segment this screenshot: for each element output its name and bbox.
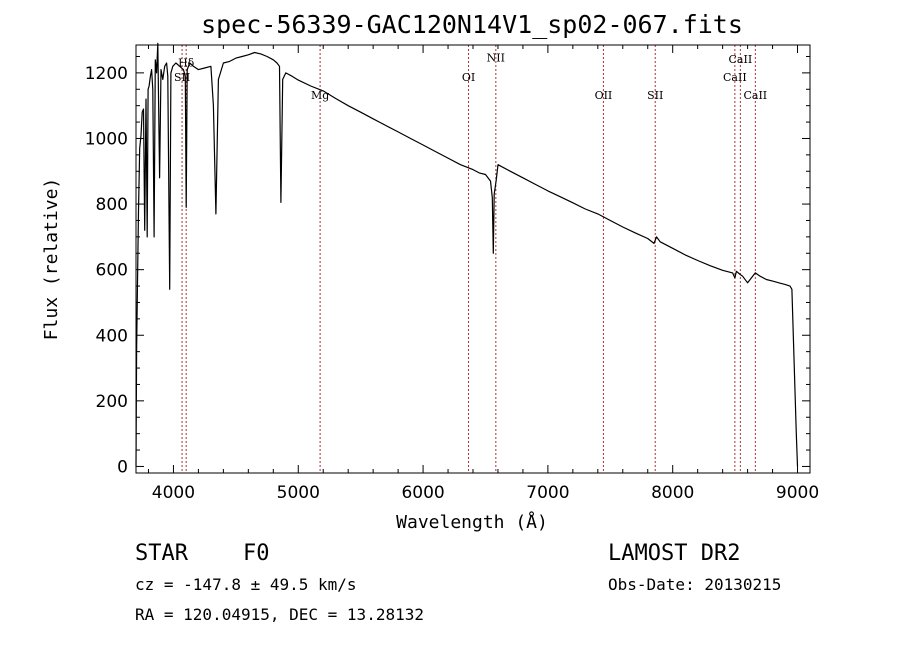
y-tick-label-5: 1000	[85, 129, 128, 149]
y-axis-label: Flux (relative)	[41, 178, 62, 341]
spectrum-line	[135, 42, 799, 467]
y-axis-ticks: 0 200 400 600 800 1000 1200	[85, 55, 810, 477]
x-axis-ticks: 4000 5000 6000 7000 8000 9000	[147, 45, 819, 503]
x-tick-label-1: 5000	[277, 483, 320, 503]
emission-line-markers	[181, 45, 756, 473]
plot-frame	[135, 44, 811, 474]
x-tick-label-0: 4000	[152, 483, 195, 503]
x-tick-label-4: 8000	[651, 483, 694, 503]
coordinates: RA = 120.04915, DEC = 13.28132	[135, 605, 424, 624]
redshift-info: cz = -147.8 ± 49.5 km/s	[135, 575, 357, 594]
y-tick-label-2: 400	[96, 326, 128, 346]
reference-line-label-5: OII	[595, 89, 613, 102]
x-tick-label-2: 6000	[401, 483, 444, 503]
y-tick-label-0: 0	[117, 457, 128, 477]
reference-line-label-3: OI	[462, 71, 475, 84]
x-axis-label: Wavelength (Å)	[396, 511, 548, 533]
reference-line-label-9: CaII	[743, 89, 767, 102]
reference-line-label-1: Hδ	[178, 56, 195, 69]
reference-line-label-6: SII	[647, 89, 663, 102]
reference-line-label-7: CaII	[723, 71, 747, 84]
reference-line-label-8: CaII	[729, 53, 753, 66]
x-tick-label-3: 7000	[526, 483, 569, 503]
reference-line-label-2: Mg	[311, 89, 329, 102]
y-tick-label-6: 1200	[85, 64, 128, 84]
reference-line-label-0: SII	[174, 71, 190, 84]
emission-line-labels: SII Hδ Mg OI NII OII SII CaII CaII CaII	[174, 51, 767, 102]
x-tick-label-5: 9000	[776, 483, 819, 503]
observation-date: Obs-Date: 20130215	[608, 575, 781, 594]
survey-name: LAMOST DR2	[608, 541, 740, 566]
y-tick-label-1: 200	[96, 392, 128, 412]
reference-line-label-4: NII	[487, 51, 505, 64]
chart-title: spec-56339-GAC120N14V1_sp02-067.fits	[201, 10, 743, 39]
object-class: STAR	[135, 541, 189, 566]
y-tick-label-4: 800	[96, 195, 128, 215]
spectral-subclass: F0	[243, 541, 270, 566]
y-tick-label-3: 600	[96, 261, 128, 281]
